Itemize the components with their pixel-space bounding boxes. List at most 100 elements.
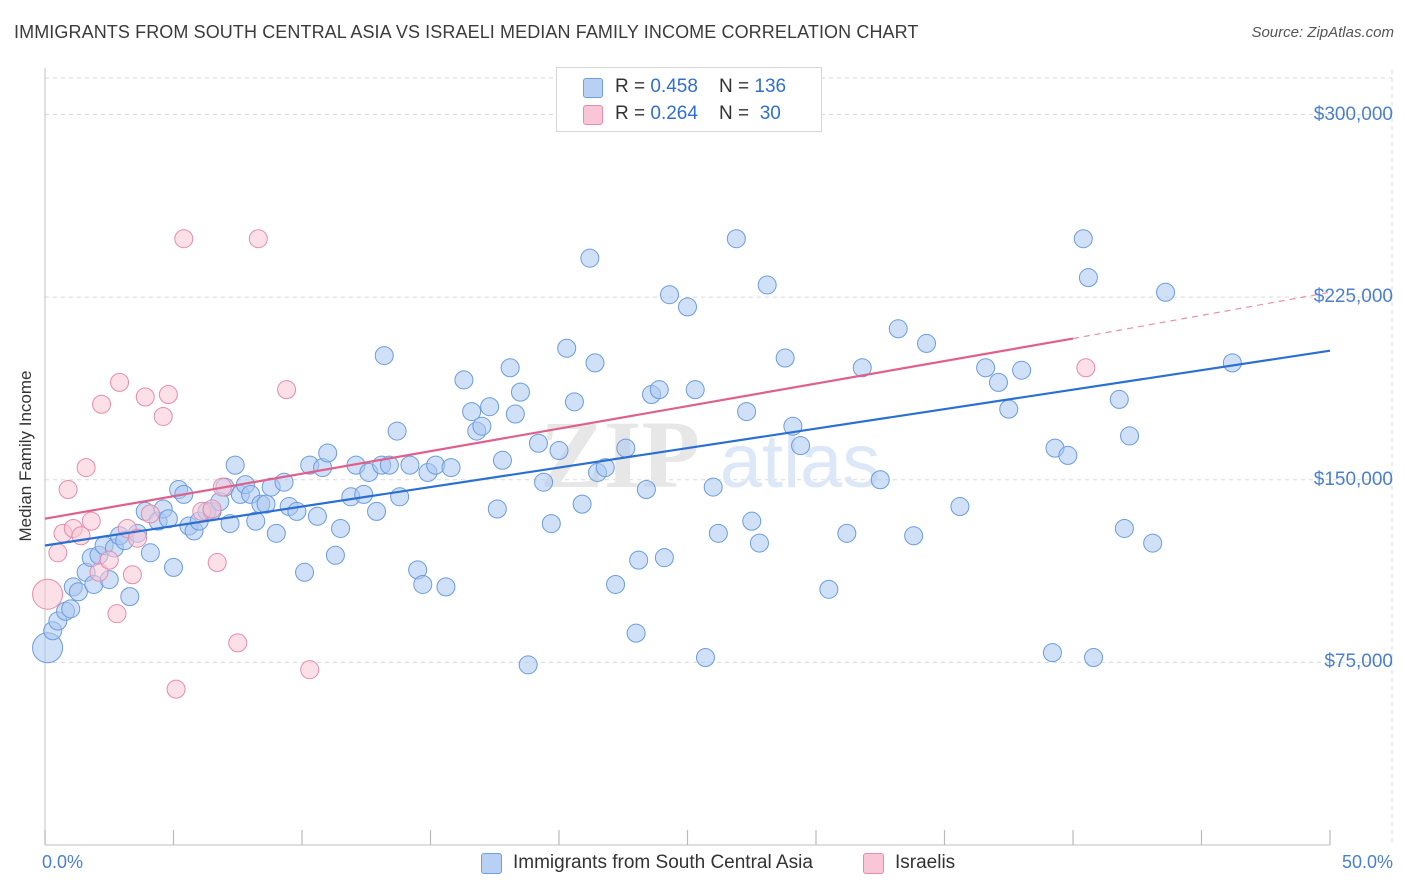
data-point: [379, 455, 399, 475]
data-point: [976, 358, 996, 378]
source-label: Source: ZipAtlas.com: [1251, 24, 1394, 41]
data-point: [400, 455, 420, 475]
data-point: [318, 443, 338, 463]
data-point: [791, 436, 811, 456]
data-point: [549, 441, 569, 461]
chart-title: IMMIGRANTS FROM SOUTH CENTRAL ASIA VS IS…: [14, 22, 919, 42]
data-point: [585, 353, 605, 373]
data-point: [904, 526, 924, 546]
y-tick-label: $300,000: [1313, 103, 1393, 125]
series-israelis: [32, 229, 1096, 699]
data-point: [708, 523, 728, 543]
trend-line-south-central-asia: [44, 349, 1331, 547]
data-point: [1058, 445, 1078, 465]
data-point: [228, 633, 248, 653]
watermark-atlas: atlas: [720, 419, 881, 504]
data-point: [819, 579, 839, 599]
data-point: [207, 553, 227, 573]
data-point: [128, 528, 148, 548]
data-point: [436, 577, 456, 597]
data-point: [68, 582, 88, 602]
data-point: [726, 229, 746, 249]
legend-n-label: N =: [719, 76, 755, 97]
data-point: [518, 655, 538, 675]
trend-line-israelis-extension: [1072, 291, 1331, 340]
data-point: [595, 458, 615, 478]
data-point: [166, 679, 186, 699]
legend-n-value: 136: [754, 76, 787, 97]
data-point: [246, 511, 266, 531]
bottom-legend-swatch-pink: [863, 853, 884, 874]
data-point: [685, 380, 705, 400]
data-point: [1078, 268, 1098, 288]
data-point: [487, 499, 507, 519]
data-point: [202, 499, 222, 519]
data-point: [354, 484, 374, 504]
data-point: [742, 511, 762, 531]
data-point: [1114, 518, 1134, 538]
data-point: [505, 404, 525, 424]
data-point: [107, 604, 127, 624]
data-point: [870, 470, 890, 490]
data-point: [1120, 426, 1140, 446]
data-point: [1109, 389, 1129, 409]
data-point: [325, 545, 345, 565]
data-point: [61, 599, 81, 619]
data-point: [950, 497, 970, 517]
data-point: [153, 406, 173, 426]
bottom-legend-label: Immigrants from South Central Asia: [513, 852, 813, 873]
data-point: [606, 574, 626, 594]
legend-swatch-pink: [583, 105, 603, 125]
data-point: [649, 380, 669, 400]
data-point: [454, 370, 474, 390]
bottom-legend-swatch-blue: [481, 853, 502, 874]
data-point: [737, 402, 757, 422]
data-point: [528, 433, 548, 453]
data-point: [999, 399, 1019, 419]
data-point: [99, 550, 119, 570]
data-point: [462, 402, 482, 422]
data-point: [500, 358, 520, 378]
legend-n-label: N =: [719, 103, 755, 124]
data-point: [472, 416, 492, 436]
data-point: [164, 557, 183, 577]
data-point: [140, 504, 160, 524]
data-point: [695, 648, 715, 668]
data-point: [557, 338, 577, 358]
data-point: [266, 523, 286, 543]
data-point: [287, 501, 307, 521]
data-point: [1156, 282, 1176, 302]
data-point: [58, 480, 78, 500]
data-point: [616, 438, 636, 458]
bottom-legend-label: Israelis: [895, 852, 956, 873]
data-point: [837, 523, 857, 543]
data-point: [225, 455, 245, 475]
data-point: [660, 285, 680, 305]
data-point: [1012, 360, 1032, 380]
data-point: [580, 248, 600, 268]
data-point: [135, 387, 155, 407]
y-axis-label: Median Family Income: [16, 370, 35, 542]
data-point: [277, 380, 297, 400]
x-tick-label-max: 50.0%: [1341, 852, 1393, 872]
data-point: [636, 480, 656, 500]
data-point: [564, 392, 584, 412]
data-point: [92, 394, 112, 414]
data-point: [1143, 533, 1163, 553]
legend-r-label: R =: [615, 76, 651, 97]
data-point: [120, 587, 140, 607]
trend-lines: [44, 291, 1331, 547]
data-point: [1222, 353, 1242, 373]
legend-r-value: 0.264: [650, 103, 698, 124]
data-point: [1076, 358, 1096, 378]
legend-swatch-blue: [583, 78, 603, 98]
legend-r-value: 0.458: [650, 76, 698, 97]
data-point: [480, 397, 500, 417]
data-point: [775, 348, 795, 368]
data-point: [703, 477, 723, 497]
data-point: [387, 421, 407, 441]
data-point: [888, 319, 908, 339]
data-point: [534, 472, 554, 492]
data-point: [307, 506, 327, 526]
data-point: [374, 346, 394, 366]
